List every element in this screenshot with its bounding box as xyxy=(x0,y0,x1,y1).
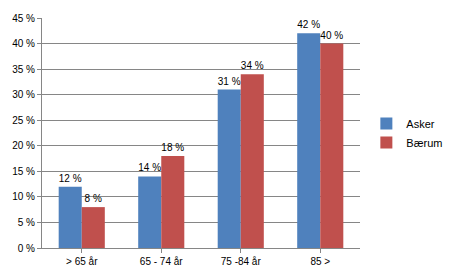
svg-text:15 %: 15 % xyxy=(12,166,35,177)
svg-text:75 -84 år: 75 -84 år xyxy=(221,256,262,267)
svg-text:10 %: 10 % xyxy=(12,191,35,202)
svg-text:31 %: 31 % xyxy=(218,76,241,87)
svg-text:12 %: 12 % xyxy=(59,173,82,184)
svg-text:45 %: 45 % xyxy=(12,13,35,24)
svg-text:85 >: 85 > xyxy=(310,256,330,267)
svg-text:> 65 år: > 65 år xyxy=(66,256,98,267)
svg-text:35 %: 35 % xyxy=(12,64,35,75)
svg-text:14 %: 14 % xyxy=(138,162,161,173)
svg-text:40 %: 40 % xyxy=(12,38,35,49)
svg-text:40 %: 40 % xyxy=(320,30,343,41)
svg-text:Bærum: Bærum xyxy=(406,137,442,149)
svg-text:34 %: 34 % xyxy=(241,60,264,71)
svg-text:25 %: 25 % xyxy=(12,115,35,126)
svg-text:8 %: 8 % xyxy=(85,193,102,204)
svg-text:Asker: Asker xyxy=(406,118,434,130)
svg-text:18 %: 18 % xyxy=(161,142,184,153)
svg-text:20 %: 20 % xyxy=(12,140,35,151)
svg-text:5 %: 5 % xyxy=(18,217,35,228)
svg-text:30 %: 30 % xyxy=(12,89,35,100)
svg-text:0 %: 0 % xyxy=(18,243,35,254)
svg-text:65 - 74 år: 65 - 74 år xyxy=(140,256,183,267)
svg-text:42 %: 42 % xyxy=(297,19,320,30)
